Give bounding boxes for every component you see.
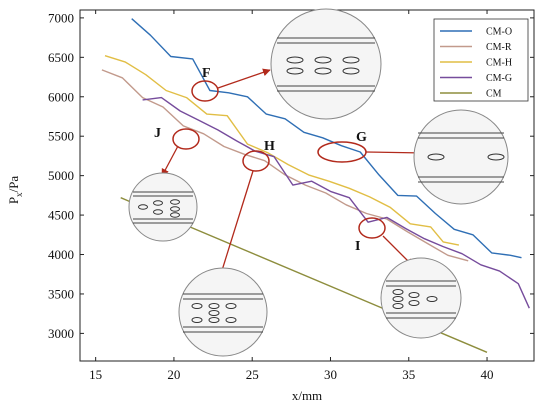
x-tick-label-30: 30 bbox=[324, 367, 337, 382]
callout-h-label: H bbox=[264, 139, 275, 154]
legend-label-cm-r: CM-R bbox=[486, 42, 512, 53]
y-axis-title-unit: /Pa bbox=[6, 176, 21, 193]
y-axis-title: Px/Pa bbox=[6, 176, 24, 205]
callout-i-label: I bbox=[355, 239, 360, 254]
callout-f-label: F bbox=[202, 66, 211, 81]
y-tick-label-3000: 3000 bbox=[48, 326, 74, 341]
x-tick-label-25: 25 bbox=[246, 367, 259, 382]
y-tick-label-5500: 5500 bbox=[48, 129, 74, 144]
x-axis-ticks: 15 20 25 30 35 40 bbox=[89, 10, 494, 382]
series-line-cm-o bbox=[131, 18, 522, 259]
legend: CM-O CM-R CM-H CM-G CM bbox=[433, 18, 529, 102]
callout-f-ellipse bbox=[191, 80, 219, 102]
y-tick-label-6500: 6500 bbox=[48, 50, 74, 65]
series-line-cm-g bbox=[142, 96, 530, 309]
y-tick-label-4500: 4500 bbox=[48, 208, 74, 223]
callout-layer: F G bbox=[128, 8, 509, 357]
callout-h: H bbox=[178, 139, 275, 357]
callout-g-label: G bbox=[356, 130, 367, 145]
y-tick-label-5000: 5000 bbox=[48, 168, 74, 183]
y-tick-label-6000: 6000 bbox=[48, 89, 74, 104]
callout-h-arrow bbox=[217, 170, 254, 281]
x-tick-label-20: 20 bbox=[167, 367, 180, 382]
legend-label-cm-o: CM-O bbox=[486, 27, 512, 38]
callout-j-arrow bbox=[161, 145, 179, 177]
x-tick-label-15: 15 bbox=[89, 367, 102, 382]
callout-f-detail bbox=[270, 8, 382, 120]
y-tick-label-7000: 7000 bbox=[48, 10, 74, 25]
x-tick-label-40: 40 bbox=[481, 367, 494, 382]
callout-j-ellipse bbox=[172, 128, 200, 150]
callout-i-detail bbox=[380, 257, 462, 339]
legend-label-cm-h: CM-H bbox=[486, 58, 512, 69]
y-tick-label-4000: 4000 bbox=[48, 247, 74, 262]
series-line-cm-h bbox=[104, 55, 460, 246]
y-tick-label-3500: 3500 bbox=[48, 286, 74, 301]
y-axis-ticks: 3000 3500 4000 4500 5000 5500 6000 6500 7000 bbox=[48, 10, 534, 341]
callout-f: F bbox=[191, 8, 382, 120]
legend-box bbox=[433, 18, 529, 102]
y-axis-title-main: P bbox=[6, 197, 21, 204]
callout-g-detail bbox=[413, 109, 509, 205]
callout-j-detail bbox=[128, 172, 198, 242]
x-axis-title: x/mm bbox=[292, 388, 322, 403]
callout-f-arrow bbox=[217, 68, 271, 89]
y-axis-title-subscript: x bbox=[14, 192, 24, 197]
callout-i: I bbox=[355, 217, 462, 339]
callout-j: J bbox=[128, 126, 200, 242]
callout-j-label: J bbox=[154, 126, 161, 141]
callout-h-ellipse bbox=[242, 150, 270, 172]
callout-i-ellipse bbox=[358, 217, 386, 239]
legend-label-cm: CM bbox=[486, 89, 502, 100]
series-line-cm-r bbox=[101, 69, 469, 262]
x-tick-label-35: 35 bbox=[402, 367, 415, 382]
callout-h-detail bbox=[178, 267, 268, 357]
legend-label-cm-g: CM-G bbox=[486, 73, 512, 84]
callout-g: G bbox=[317, 109, 509, 205]
